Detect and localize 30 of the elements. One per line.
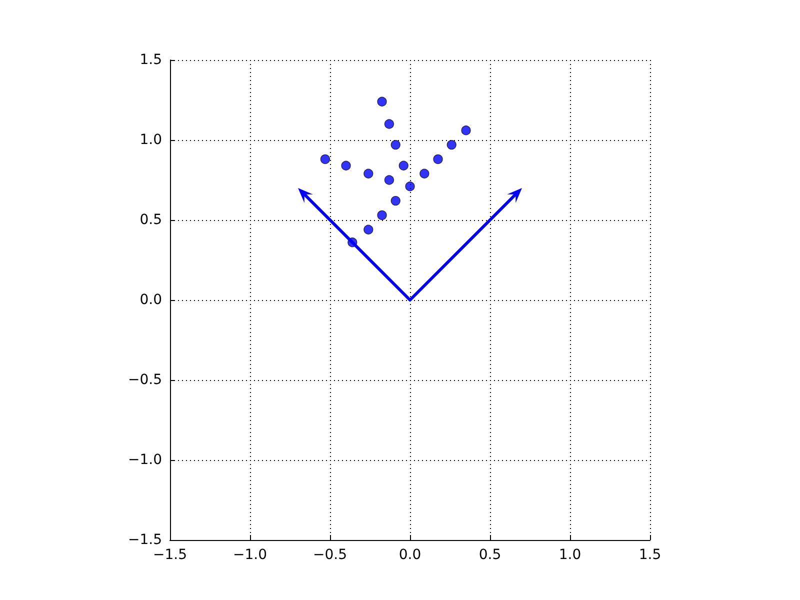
x-tick-label: 1.5: [638, 547, 662, 563]
point: [377, 210, 387, 220]
y-tick-label: 1.0: [140, 132, 162, 148]
point: [364, 168, 374, 178]
y-tick-label: 0.0: [140, 292, 162, 308]
y-tick-label: −1.5: [128, 532, 162, 548]
point: [398, 160, 408, 170]
point: [384, 175, 394, 185]
point: [446, 140, 456, 150]
point: [433, 154, 443, 164]
point: [390, 196, 400, 206]
point: [405, 182, 415, 192]
x-tick-label: −1.5: [153, 547, 187, 563]
x-tick-label: −0.5: [313, 547, 347, 563]
point: [364, 224, 374, 234]
point: [461, 126, 471, 136]
point: [420, 168, 430, 178]
x-tick-label: 1.0: [558, 547, 582, 563]
y-tick-label: 1.5: [140, 52, 162, 68]
point: [390, 140, 400, 150]
y-tick-label: −0.5: [128, 372, 162, 388]
point: [377, 96, 387, 106]
point: [341, 160, 351, 170]
y-tick-label: 0.5: [140, 212, 162, 228]
x-tick-label: −1.0: [233, 547, 267, 563]
point: [320, 154, 330, 164]
x-tick-label: 0.0: [398, 547, 422, 563]
point: [384, 119, 394, 129]
x-tick-label: 0.5: [478, 547, 502, 563]
y-tick-label: −1.0: [128, 452, 162, 468]
